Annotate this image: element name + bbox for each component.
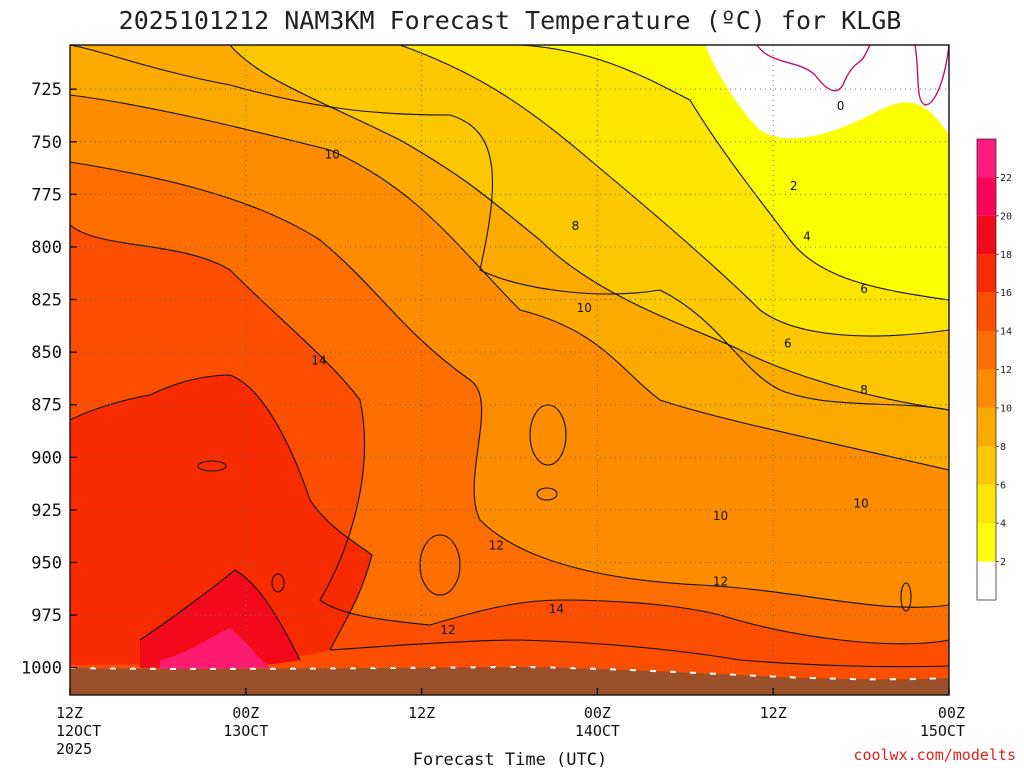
plot-area <box>70 45 949 695</box>
contour-label: 8 <box>860 383 868 397</box>
y-tick-label: 875 <box>31 396 62 416</box>
contour-0 <box>756 45 949 106</box>
colorbar-label: 12 <box>1000 365 1012 376</box>
contour-label: 8 <box>572 219 580 233</box>
gridlines <box>70 45 949 695</box>
colorbar-label: 14 <box>1000 327 1012 338</box>
contour-label: 12 <box>713 574 728 588</box>
contour-label: 10 <box>577 301 592 315</box>
contour-bottom-14 <box>329 639 949 668</box>
x-tick-date: 12OCT <box>56 722 101 740</box>
colorbar-label: 10 <box>1000 403 1012 414</box>
x-tick-label: 00Z <box>584 704 611 722</box>
y-tick-label: 850 <box>31 343 62 363</box>
y-tick-label: 925 <box>31 501 62 521</box>
chart-title: 2025101212 NAM3KM Forecast Temperature (… <box>119 6 902 35</box>
contour-small-cell <box>529 404 567 466</box>
contour-label: 10 <box>325 147 340 161</box>
colorbar-label: 16 <box>1000 288 1012 299</box>
contour-label: 12 <box>489 539 504 553</box>
colorbar-label: 6 <box>1000 480 1006 491</box>
x-tick-date: 15OCT <box>920 722 965 740</box>
contour-16 <box>70 374 373 651</box>
contour-label: 0 <box>837 99 845 113</box>
plot-frame <box>69 44 950 696</box>
contour-14 <box>70 224 949 645</box>
y-tick-label: 775 <box>31 185 62 205</box>
x-tick-marks <box>69 688 950 695</box>
x-tick-label: 00Z <box>938 704 965 722</box>
contour-10 <box>70 94 949 471</box>
contour-small-cell <box>197 460 227 472</box>
contour-12 <box>70 161 949 608</box>
y-tick-label: 825 <box>31 291 62 311</box>
contour-label: 10 <box>713 509 728 523</box>
y-axis-ticks: 725 750 775 800 825 850 875 900 925 950 975 1000 <box>21 80 62 678</box>
colorbar-swatch <box>977 292 996 332</box>
colorbar-label: 22 <box>1000 173 1012 184</box>
x-tick-year: 2025 <box>56 740 92 758</box>
contour-small-cell <box>900 582 912 612</box>
y-tick-marks <box>70 88 77 669</box>
band-0-2 <box>640 45 949 139</box>
colorbar-label: 8 <box>1000 442 1006 453</box>
x-tick-label: 12Z <box>408 704 435 722</box>
colorbar-swatch <box>977 369 996 408</box>
contour-label: 6 <box>784 337 792 351</box>
contour-8 <box>70 45 949 411</box>
watermark: coolwx.com/modelts <box>853 746 1016 764</box>
colorbar-swatch <box>977 446 996 485</box>
y-tick-label: 750 <box>31 133 62 153</box>
band-18-20 <box>140 570 300 668</box>
contour-4 <box>399 45 949 337</box>
contour-label: 6 <box>860 282 868 296</box>
colorbar-label: 20 <box>1000 211 1012 222</box>
contour-label: 2 <box>790 179 798 193</box>
contour-labels: 0 2 4 6 6 8 8 10 10 10 10 12 12 12 14 14 <box>311 99 868 637</box>
y-tick-label: 975 <box>31 606 62 626</box>
contour-6 <box>229 45 949 411</box>
x-tick-label: 12Z <box>56 704 83 722</box>
y-tick-label: 900 <box>31 448 62 468</box>
colorbar-swatch <box>977 407 996 447</box>
band-16-18 <box>70 375 372 665</box>
terrain-ground <box>70 667 949 695</box>
colorbar-swatch <box>977 254 996 293</box>
colorbar-swatch <box>977 331 996 370</box>
x-tick-date: 13OCT <box>223 722 268 740</box>
contour-label: 14 <box>549 602 564 616</box>
contour-label: 4 <box>803 229 811 243</box>
contour-label: 12 <box>440 623 455 637</box>
colorbar-label: 4 <box>1000 519 1006 530</box>
y-tick-label: 725 <box>31 80 62 100</box>
colorbar: 2 4 6 8 10 12 14 16 18 20 22 <box>976 138 1012 601</box>
colorbar-label: 18 <box>1000 250 1012 261</box>
contour-small-cell <box>419 534 461 596</box>
y-tick-label: 1000 <box>21 659 62 679</box>
contour-18 <box>139 569 301 661</box>
colorbar-swatch <box>977 561 996 600</box>
contour-small-cell <box>536 487 558 501</box>
x-tick-date: 14OCT <box>575 722 620 740</box>
contour-label: 10 <box>853 497 868 511</box>
colorbar-label: 2 <box>1000 557 1006 568</box>
colorbar-swatch <box>977 523 996 562</box>
y-tick-label: 800 <box>31 238 62 258</box>
contour-2 <box>519 45 949 301</box>
contour-lines <box>70 45 949 668</box>
band-20-22 <box>160 628 270 670</box>
y-tick-label: 950 <box>31 553 62 573</box>
x-tick-label: 12Z <box>760 704 787 722</box>
colorbar-swatch <box>977 484 996 524</box>
colorbar-swatch <box>977 215 996 255</box>
x-tick-label: 00Z <box>232 704 259 722</box>
x-axis-label: Forecast Time (UTC) <box>413 750 607 768</box>
colorbar-swatch <box>977 139 996 178</box>
contour-small-cell <box>271 573 285 593</box>
contour-label: 14 <box>311 354 326 368</box>
colorbar-swatch <box>977 177 996 216</box>
